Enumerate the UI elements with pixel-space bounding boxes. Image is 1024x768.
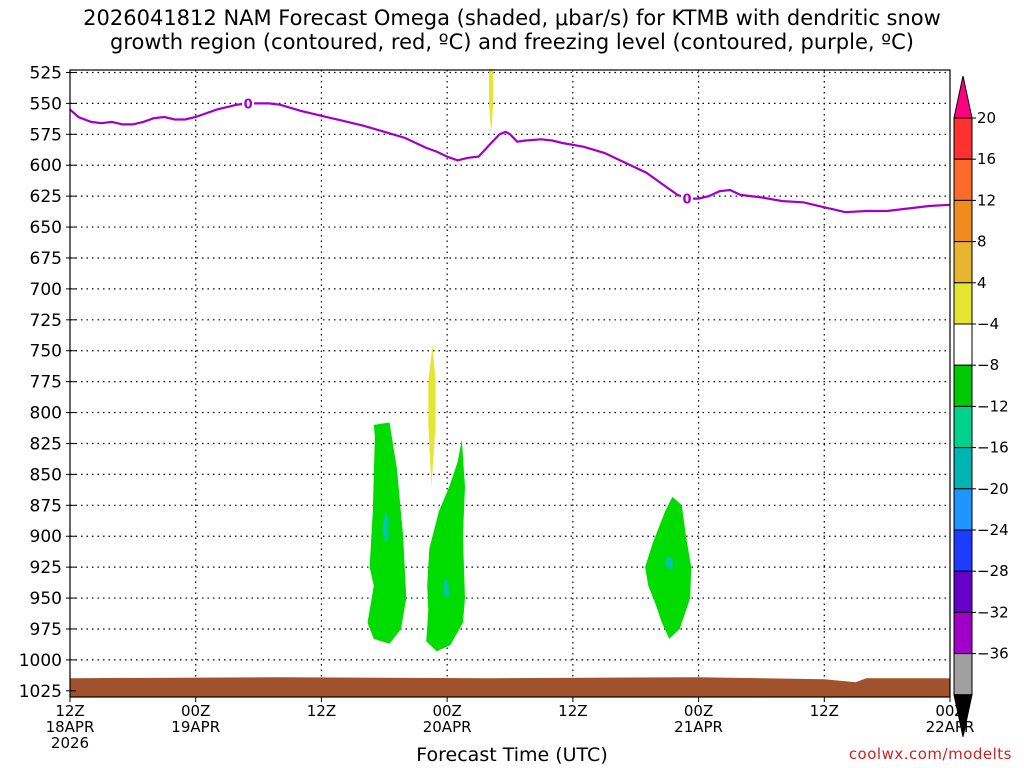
y-tick-label: 875 xyxy=(30,496,62,516)
x-tick-label: 12Z xyxy=(810,702,839,720)
x-tick-label: 12Z xyxy=(307,702,336,720)
omega-shading xyxy=(367,68,692,652)
colorbar-label: 20 xyxy=(977,109,996,127)
colorbar-box xyxy=(953,117,973,160)
x-tick-label: 2026 xyxy=(51,734,89,752)
colorbar-label: −36 xyxy=(977,645,1009,663)
omega-region xyxy=(428,344,436,487)
colorbar-box xyxy=(953,405,973,449)
freezing-level-label: 0 xyxy=(244,97,253,112)
x-tick-label: 12Z xyxy=(558,702,587,720)
y-tick-label: 800 xyxy=(30,404,62,424)
colorbar-label: −20 xyxy=(977,480,1009,498)
y-tick-label: 575 xyxy=(30,125,62,145)
omega-region xyxy=(489,68,494,135)
chart-title: 2026041812 NAM Forecast Omega (shaded, μ… xyxy=(83,6,941,54)
y-tick-label: 675 xyxy=(30,249,62,269)
colorbar-box xyxy=(953,570,973,613)
colorbar-label: 16 xyxy=(977,150,996,168)
omega-region xyxy=(665,556,674,570)
y-tick-label: 825 xyxy=(30,434,62,454)
plot-frame xyxy=(69,69,951,698)
y-tick-label: 650 xyxy=(30,218,62,238)
y-tick-label: 975 xyxy=(30,620,62,640)
colorbar-label: −24 xyxy=(977,521,1009,539)
y-axis: 525 550 575 600 625 650 675 700 725 750 775 800 825 8… xyxy=(19,63,76,702)
x-tick-label: 00Z xyxy=(432,702,461,720)
y-tick-label: 850 xyxy=(30,465,62,485)
freezing-level-line: 00 xyxy=(69,95,951,214)
x-tick-label: 00Z xyxy=(684,702,713,720)
x-tick-label: 00Z xyxy=(181,702,210,720)
y-tick-label: 525 xyxy=(30,63,62,83)
x-axis-label: Forecast Time (UTC) xyxy=(416,744,608,766)
colorbar-box xyxy=(953,364,973,407)
colorbar-label: 12 xyxy=(977,191,996,209)
freezing-label-bg xyxy=(242,95,255,111)
y-tick-label: 750 xyxy=(30,342,62,362)
colorbar-box xyxy=(953,158,973,201)
colorbar-box xyxy=(953,241,973,284)
x-tick-label: 12Z xyxy=(55,702,84,720)
colorbar-box xyxy=(953,447,973,490)
colorbar-box xyxy=(953,282,973,325)
colorbar-label: −32 xyxy=(977,603,1009,621)
y-tick-label: 950 xyxy=(30,589,62,609)
omega-region xyxy=(382,511,389,543)
x-tick-label: 20APR xyxy=(423,718,472,736)
colorbar-label: −8 xyxy=(977,356,999,374)
ground-layer xyxy=(70,677,950,697)
colorbar: 20 16 12 8 4 −4 −8 −12 −16 −20 −24 −28 −32 −36 xyxy=(953,75,1009,737)
omega-region xyxy=(426,439,465,652)
colorbar-bottom-arrow xyxy=(953,694,973,737)
freezing-level-path xyxy=(69,102,951,214)
y-tick-label: 1025 xyxy=(19,682,62,702)
y-tick-label: 775 xyxy=(30,373,62,393)
ground-terrain xyxy=(70,677,950,697)
colorbar-box xyxy=(953,199,973,243)
y-tick-label: 1000 xyxy=(19,651,62,671)
y-tick-label: 700 xyxy=(30,280,62,300)
credit-link[interactable]: coolwx.com/modelts xyxy=(848,745,1012,763)
colorbar-label: −28 xyxy=(977,562,1009,580)
freezing-label-bg xyxy=(681,190,694,206)
y-tick-label: 925 xyxy=(30,558,62,578)
colorbar-label: 8 xyxy=(977,233,987,251)
colorbar-label: −12 xyxy=(977,397,1009,415)
colorbar-box xyxy=(953,488,973,531)
y-tick-label: 725 xyxy=(30,311,62,331)
y-tick-label: 900 xyxy=(30,527,62,547)
colorbar-box xyxy=(953,611,973,655)
y-tick-label: 625 xyxy=(30,187,62,207)
colorbar-box xyxy=(953,529,973,572)
y-tick-label: 550 xyxy=(30,94,62,114)
y-tick-label: 600 xyxy=(30,156,62,176)
grid-lines xyxy=(70,70,950,697)
colorbar-label: −4 xyxy=(977,315,999,333)
x-tick-label: 21APR xyxy=(674,718,723,736)
colorbar-box xyxy=(953,323,973,366)
colorbar-box xyxy=(953,653,973,696)
x-tick-label: 19APR xyxy=(171,718,220,736)
colorbar-label: 4 xyxy=(977,274,987,292)
colorbar-top-arrow xyxy=(953,75,973,119)
freezing-level-label: 0 xyxy=(683,193,692,208)
x-tick-label: 18APR xyxy=(46,718,95,736)
x-tick-label: 22APR xyxy=(926,718,975,736)
colorbar-label: −16 xyxy=(977,439,1009,457)
omega-region xyxy=(443,579,450,599)
